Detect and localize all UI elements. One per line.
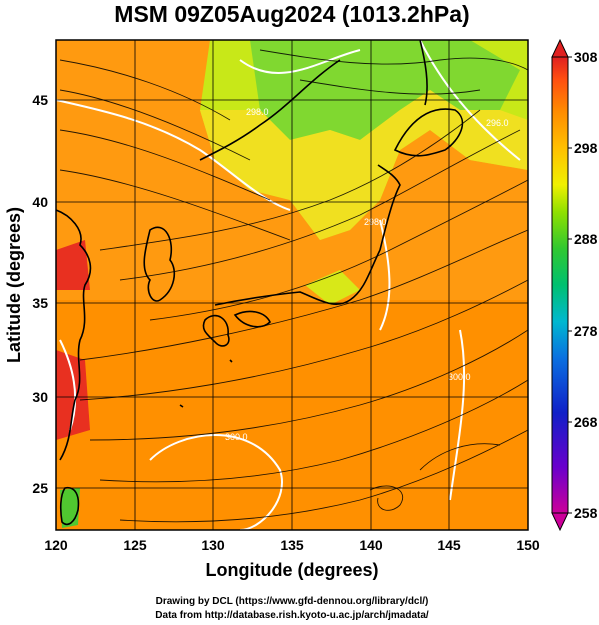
y-tick-label: 40 (32, 194, 48, 210)
colorbar-tick-label: 268 (574, 414, 598, 430)
colorbar-tick-label: 288 (574, 231, 598, 247)
y-axis-label: Latitude (degrees) (4, 207, 24, 363)
x-tick-label: 150 (516, 537, 540, 553)
colorbar-tick-label: 298 (574, 140, 598, 156)
x-tick-label: 125 (123, 537, 147, 553)
y-tick-labels: 25 30 35 40 45 (32, 92, 48, 496)
hot-region-west-2 (56, 350, 90, 440)
colorbar-tick-label: 308 (574, 49, 598, 65)
plot-area: 298.0 296.0 298.0 300.0 300.0 (56, 40, 528, 530)
y-tick-label: 30 (32, 389, 48, 405)
map-title: MSM 09Z05Aug2024 (1013.2hPa) (114, 1, 469, 27)
contour-label-2: 296.0 (486, 118, 509, 128)
y-tick-label: 45 (32, 92, 48, 108)
colorbar-scale (551, 56, 569, 514)
x-tick-label: 145 (437, 537, 461, 553)
colorbar-tick-label: 258 (574, 505, 598, 521)
hot-region-west-1 (56, 240, 90, 290)
x-tick-label: 130 (201, 537, 225, 553)
y-tick-label: 35 (32, 295, 48, 311)
x-tick-labels: 120 125 130 135 140 145 150 (44, 537, 540, 553)
contour-label-3: 298.0 (364, 217, 387, 227)
x-tick-label: 135 (280, 537, 304, 553)
lat-lon-grid (56, 40, 528, 530)
colorbar-bottom-arrow (551, 512, 569, 532)
plot-frame (55, 39, 529, 531)
colorbar: 308 298 288 278 268 258 (551, 38, 598, 532)
coastlines (56, 40, 464, 526)
contour-label-4: 300.0 (225, 432, 248, 442)
credit-line-data: Data from http://database.rish.kyoto-u.a… (155, 610, 429, 621)
credit-line-dcl: Drawing by DCL (https://www.gfd-dennou.o… (156, 596, 429, 607)
x-tick-label: 140 (359, 537, 383, 553)
contour-label-5: 300.0 (448, 372, 471, 382)
x-tick-label: 120 (44, 537, 68, 553)
colorbar-tick-label: 278 (574, 323, 598, 339)
x-axis-label: Longitude (degrees) (205, 560, 378, 580)
yellow-band (200, 90, 528, 240)
colorbar-top-arrow (551, 38, 569, 58)
y-tick-label: 25 (32, 480, 48, 496)
contour-label-1: 298.0 (246, 107, 269, 117)
mountain-cool-spot (305, 270, 360, 305)
